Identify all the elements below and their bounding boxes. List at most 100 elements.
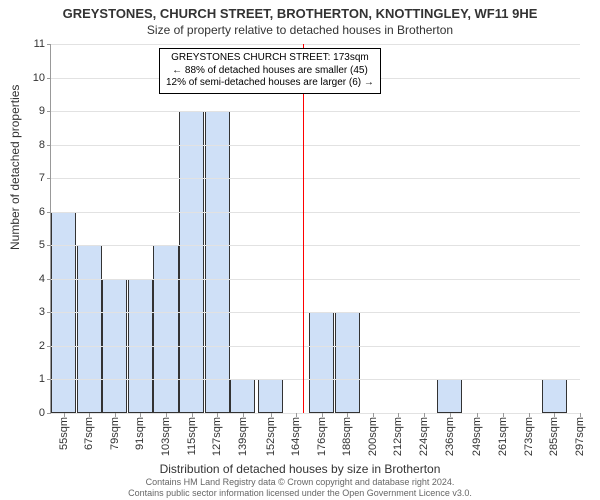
ytick-label: 11 xyxy=(34,38,45,50)
ytick-label: 5 xyxy=(39,239,45,251)
xtick-label: 127sqm xyxy=(211,417,223,456)
xtick-label: 139sqm xyxy=(237,417,249,456)
annotation-line: 12% of semi-detached houses are larger (… xyxy=(166,77,374,90)
xtick-mark xyxy=(64,413,65,417)
xtick-label: 91sqm xyxy=(134,417,146,450)
xtick-label: 212sqm xyxy=(392,417,404,456)
xtick-label: 79sqm xyxy=(109,417,121,450)
y-axis-label: Number of detached properties xyxy=(8,85,22,250)
xtick-mark xyxy=(140,413,141,417)
bars-layer xyxy=(51,44,580,413)
ytick-mark xyxy=(47,178,51,179)
ytick-mark xyxy=(47,78,51,79)
xtick-label: 285sqm xyxy=(548,417,560,456)
gridline-h xyxy=(51,346,580,347)
bar xyxy=(153,245,178,413)
bar xyxy=(230,379,255,413)
bar xyxy=(205,111,230,413)
ytick-mark xyxy=(47,413,51,414)
ytick-label: 1 xyxy=(39,373,45,385)
xtick-mark xyxy=(243,413,244,417)
ytick-label: 4 xyxy=(39,273,45,285)
xtick-label: 224sqm xyxy=(418,417,430,456)
bar xyxy=(437,379,462,413)
xtick-mark xyxy=(296,413,297,417)
chart-subtitle: Size of property relative to detached ho… xyxy=(0,23,600,37)
annotation-line: ← 88% of detached houses are smaller (45… xyxy=(166,65,374,78)
xtick-mark xyxy=(477,413,478,417)
xtick-mark xyxy=(580,413,581,417)
xtick-label: 188sqm xyxy=(341,417,353,456)
xtick-mark xyxy=(450,413,451,417)
gridline-h xyxy=(51,44,580,45)
ytick-label: 10 xyxy=(33,72,45,84)
bar xyxy=(309,312,334,413)
attribution-line-1: Contains HM Land Registry data © Crown c… xyxy=(0,477,600,487)
xtick-mark xyxy=(322,413,323,417)
xtick-mark xyxy=(529,413,530,417)
xtick-label: 115sqm xyxy=(186,417,198,455)
chart-container: GREYSTONES, CHURCH STREET, BROTHERTON, K… xyxy=(0,0,600,500)
xtick-label: 176sqm xyxy=(316,417,328,456)
attribution: Contains HM Land Registry data © Crown c… xyxy=(0,477,600,498)
bar xyxy=(77,245,102,413)
annotation-box: GREYSTONES CHURCH STREET: 173sqm← 88% of… xyxy=(159,48,381,94)
chart-title: GREYSTONES, CHURCH STREET, BROTHERTON, K… xyxy=(0,0,600,21)
xtick-mark xyxy=(424,413,425,417)
ytick-label: 8 xyxy=(39,139,45,151)
xtick-mark xyxy=(217,413,218,417)
xtick-label: 103sqm xyxy=(160,417,172,456)
bar xyxy=(179,111,204,413)
ytick-label: 6 xyxy=(39,206,45,218)
ytick-mark xyxy=(47,312,51,313)
xtick-label: 152sqm xyxy=(265,417,277,456)
ytick-mark xyxy=(47,212,51,213)
ytick-mark xyxy=(47,279,51,280)
gridline-h xyxy=(51,212,580,213)
xtick-mark xyxy=(115,413,116,417)
ytick-label: 7 xyxy=(39,172,45,184)
gridline-h xyxy=(51,279,580,280)
gridline-h xyxy=(51,379,580,380)
xtick-label: 273sqm xyxy=(523,417,535,456)
ytick-label: 9 xyxy=(39,105,45,117)
bar xyxy=(542,379,567,413)
plot-area: 0123456789101155sqm67sqm79sqm91sqm103sqm… xyxy=(50,44,580,414)
ytick-mark xyxy=(47,44,51,45)
bar xyxy=(335,312,360,413)
gridline-h xyxy=(51,178,580,179)
xtick-mark xyxy=(166,413,167,417)
bar xyxy=(258,379,283,413)
marker-line xyxy=(303,44,304,413)
xtick-label: 164sqm xyxy=(290,417,302,456)
ytick-mark xyxy=(47,379,51,380)
ytick-mark xyxy=(47,145,51,146)
xtick-mark xyxy=(398,413,399,417)
xtick-mark xyxy=(89,413,90,417)
xtick-label: 261sqm xyxy=(497,417,509,456)
gridline-h xyxy=(51,413,580,414)
xtick-mark xyxy=(347,413,348,417)
ytick-mark xyxy=(47,346,51,347)
attribution-line-2: Contains public sector information licen… xyxy=(0,488,600,498)
xtick-mark xyxy=(503,413,504,417)
xtick-mark xyxy=(554,413,555,417)
xtick-mark xyxy=(192,413,193,417)
xtick-mark xyxy=(271,413,272,417)
xtick-label: 200sqm xyxy=(367,417,379,456)
xtick-mark xyxy=(373,413,374,417)
gridline-h xyxy=(51,312,580,313)
xtick-label: 236sqm xyxy=(444,417,456,456)
ytick-label: 3 xyxy=(39,306,45,318)
x-axis-label: Distribution of detached houses by size … xyxy=(0,462,600,476)
ytick-mark xyxy=(47,111,51,112)
xtick-label: 55sqm xyxy=(58,417,70,450)
gridline-h xyxy=(51,111,580,112)
gridline-h xyxy=(51,145,580,146)
xtick-label: 297sqm xyxy=(574,417,586,456)
ytick-mark xyxy=(47,245,51,246)
xtick-label: 67sqm xyxy=(83,417,95,450)
annotation-line: GREYSTONES CHURCH STREET: 173sqm xyxy=(166,52,374,65)
gridline-h xyxy=(51,245,580,246)
xtick-label: 249sqm xyxy=(471,417,483,456)
